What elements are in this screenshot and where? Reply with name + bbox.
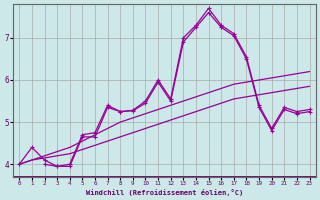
X-axis label: Windchill (Refroidissement éolien,°C): Windchill (Refroidissement éolien,°C) [86, 189, 243, 196]
